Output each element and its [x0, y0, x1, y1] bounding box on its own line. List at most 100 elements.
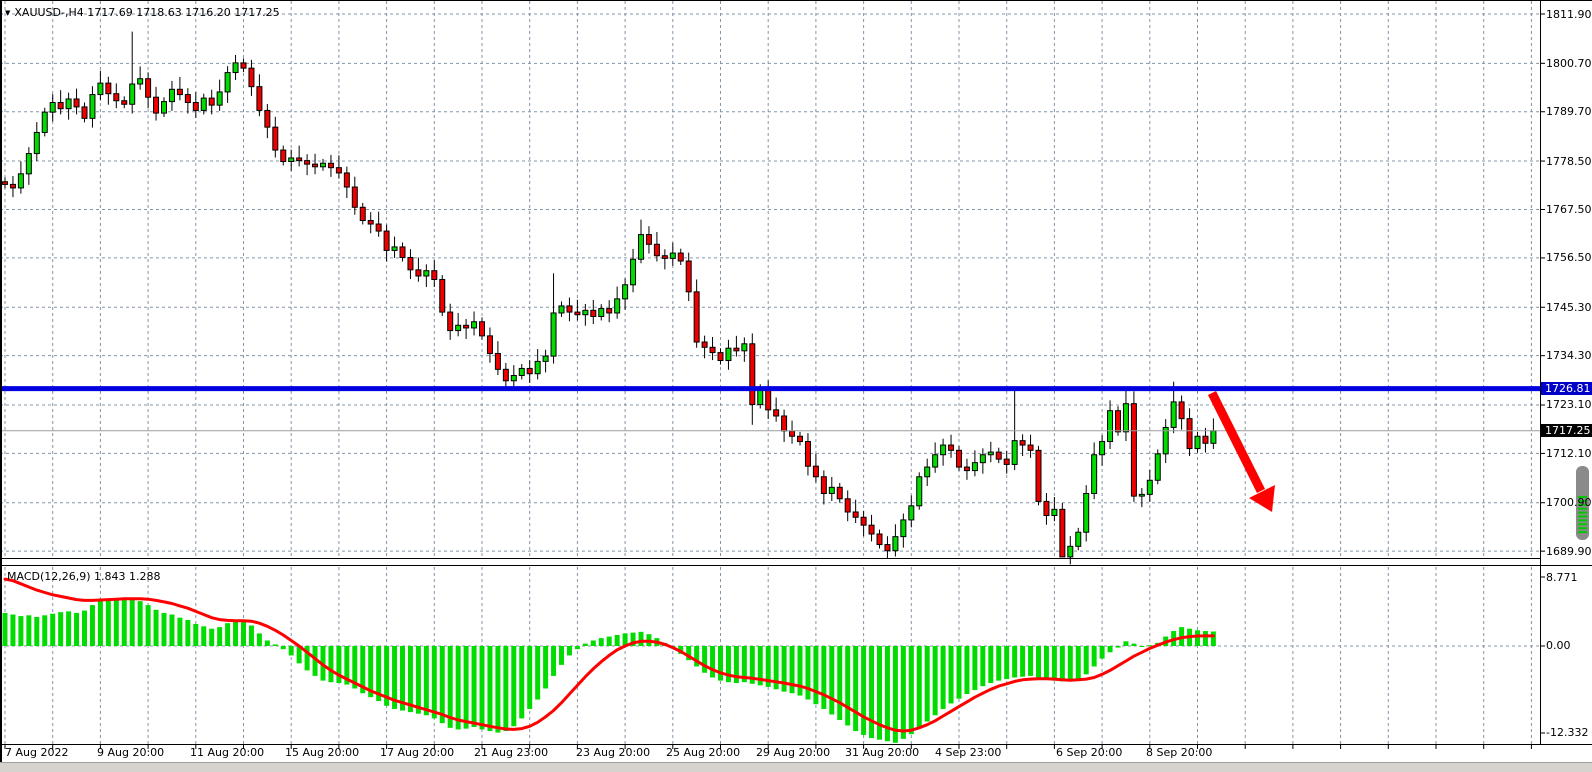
macd-histogram-bar: [877, 646, 882, 740]
macd-histogram-bar: [590, 640, 596, 646]
candle-up: [987, 451, 994, 456]
macd-histogram-bar: [18, 616, 24, 646]
down-arrow-head[interactable]: [1249, 485, 1275, 512]
time-axis-label: 6 Sep 20:00: [1056, 746, 1123, 759]
candle-down: [248, 67, 255, 88]
candle-down: [1035, 449, 1042, 502]
candle-up: [41, 111, 48, 133]
candle-up: [828, 486, 835, 494]
macd-histogram-bar: [280, 646, 286, 650]
candle-up: [1075, 531, 1082, 547]
time-axis-label: 11 Aug 20:00: [190, 746, 265, 759]
macd-histogram-bar: [272, 644, 278, 646]
macd-histogram-bar: [42, 615, 48, 646]
candle-up: [320, 162, 326, 168]
candle-up: [1099, 441, 1106, 456]
candle-up: [622, 284, 629, 300]
candle-down: [192, 102, 199, 111]
macd-histogram-bar: [1099, 646, 1105, 659]
macd-histogram-bar: [1115, 646, 1121, 648]
macd-histogram-bar: [431, 646, 437, 719]
price-axis-label: 1689.90: [1546, 544, 1592, 558]
macd-histogram-bar: [304, 646, 310, 671]
candle-down: [73, 98, 80, 108]
time-axis-label: 15 Aug 20:00: [285, 746, 360, 759]
macd-histogram-bar: [415, 646, 421, 714]
macd-histogram-bar: [916, 646, 922, 728]
candle-down: [1027, 444, 1034, 451]
macd-histogram-bar: [400, 646, 405, 711]
scrollbar-stripe: [1578, 496, 1587, 498]
macd-histogram-bar: [1131, 643, 1137, 646]
macd-histogram-bar: [702, 646, 708, 673]
candle-up: [518, 367, 525, 376]
candle-up: [614, 298, 621, 314]
macd-histogram-bar: [694, 646, 700, 667]
candle-up: [1091, 454, 1098, 494]
candle-down: [296, 157, 303, 162]
macd-histogram-bar: [606, 636, 612, 646]
macd-histogram-bar: [1020, 646, 1026, 677]
candle-down: [463, 324, 470, 329]
candle-down: [812, 465, 819, 478]
macd-histogram-bar: [352, 646, 358, 689]
candle-up: [892, 536, 899, 552]
candle-up: [510, 374, 517, 382]
candle-up: [455, 324, 462, 332]
candle-down: [494, 352, 501, 370]
candle-up: [33, 131, 40, 155]
candle-up: [940, 444, 947, 456]
macd-histogram-bar: [495, 646, 501, 733]
macd-histogram-bar: [598, 638, 604, 646]
candle-down: [343, 172, 350, 188]
macd-histogram-bar: [360, 646, 366, 694]
price-axis-label: 1789.70: [1546, 105, 1592, 119]
macd-axis-zero-label: 0.00: [1546, 639, 1571, 652]
macd-histogram-bar: [1012, 646, 1018, 678]
macd-histogram-bar: [757, 646, 763, 686]
candle-down: [176, 88, 183, 96]
scrollbar-stripe: [1578, 527, 1587, 530]
macd-histogram-bar: [225, 623, 231, 646]
candle-down: [1186, 418, 1193, 450]
candle-down: [113, 93, 120, 102]
macd-histogram-bar: [145, 605, 151, 646]
macd-histogram-bar: [821, 646, 827, 709]
candle-up: [391, 246, 398, 251]
down-arrow-shaft[interactable]: [1207, 390, 1266, 494]
candle-down: [383, 230, 390, 251]
macd-histogram-bar: [161, 612, 167, 646]
macd-histogram-bar: [813, 646, 819, 705]
macd-histogram-bar: [479, 646, 485, 730]
scrollbar-thumb[interactable]: [1576, 466, 1589, 540]
macd-histogram-bar: [956, 646, 962, 699]
candle-down: [121, 100, 128, 105]
candle-down: [709, 346, 716, 354]
price-axis-label: 1778.50: [1546, 154, 1592, 168]
macd-histogram-bar: [535, 646, 541, 700]
macd-histogram-bar: [718, 646, 723, 681]
candle-down: [145, 78, 152, 98]
macd-histogram-bar: [932, 646, 938, 716]
macd-histogram-bar: [217, 627, 223, 646]
scrollbar-stripe: [1578, 531, 1587, 534]
candle-up: [471, 321, 478, 329]
candle-up: [1011, 440, 1018, 465]
macd-histogram-bar: [892, 646, 898, 743]
macd-histogram-bar: [248, 625, 254, 646]
candle-up: [630, 258, 637, 286]
symbol-dropdown-icon[interactable]: ▼: [5, 9, 11, 17]
macd-histogram-bar: [1051, 646, 1057, 681]
macd-histogram-bar: [940, 646, 946, 709]
candle-down: [431, 270, 438, 281]
macd-histogram-bar: [1147, 645, 1153, 647]
chart-title: ▼ XAUUSD-,H4 1717.69 1718.63 1716.20 1717…: [5, 6, 280, 19]
macd-histogram-bar: [463, 646, 469, 729]
macd-histogram-bar: [869, 646, 875, 739]
candle-up: [550, 312, 557, 357]
candle-down: [590, 309, 597, 317]
macd-axis-min-label: -12.332: [1546, 726, 1589, 739]
candle-down: [312, 163, 319, 168]
candle-up: [161, 101, 167, 114]
